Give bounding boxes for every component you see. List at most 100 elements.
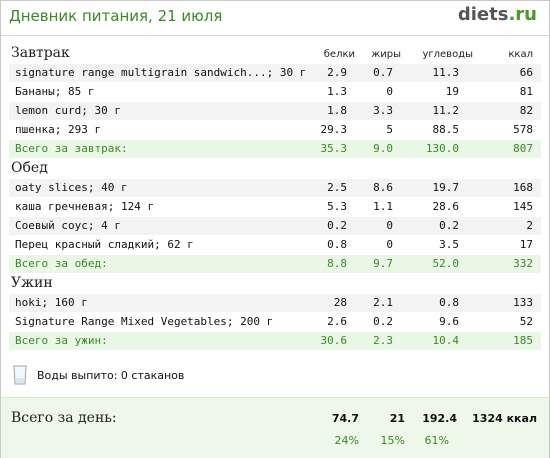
col-kcal: ккал xyxy=(508,49,533,60)
food-name: signature range multigrain sandwich...; … xyxy=(15,66,307,79)
fat-value: 3.3 xyxy=(373,104,393,117)
carbs-value: 11.2 xyxy=(432,104,460,117)
carbs-value: 0.2 xyxy=(439,219,459,232)
logo-suffix: .ru xyxy=(508,4,537,25)
protein-value: 1.8 xyxy=(327,104,347,117)
glass-icon xyxy=(13,365,27,385)
fat-value: 0 xyxy=(386,219,393,232)
kcal-total: 185 xyxy=(513,334,533,347)
water-intake: Воды выпито: 0 стаканов xyxy=(9,363,309,389)
food-name: lemon curd; 30 г xyxy=(15,104,121,117)
carbs-value: 19.7 xyxy=(432,181,460,194)
fat-value: 2.1 xyxy=(373,296,393,309)
meal-total-row: Всего за ужин: 30.6 2.3 10.4 185 xyxy=(9,331,541,350)
day-fat: 21 xyxy=(389,412,405,425)
kcal-value: 145 xyxy=(513,200,533,213)
food-row[interactable]: Соевый соус; 4 г 0.2 0 0.2 2 xyxy=(9,216,541,235)
meal-total-row: Всего за завтрак: 35.3 9.0 130.0 807 xyxy=(9,139,541,158)
food-row[interactable]: oaty slices; 40 г 2.5 8.6 19.7 168 xyxy=(9,178,541,197)
fat-total: 2.3 xyxy=(373,334,393,347)
meal-rows: hoki; 160 г 28 2.1 0.8 133 Signature Range M… xyxy=(9,293,541,350)
day-carbs-pct: 61% xyxy=(424,434,449,447)
carbs-total: 130.0 xyxy=(425,142,459,155)
meal-title: Завтрак xyxy=(11,45,70,61)
carbs-value: 9.6 xyxy=(439,315,459,328)
fat-value: 0.7 xyxy=(373,66,393,79)
fat-total: 9.0 xyxy=(373,142,393,155)
water-text: Воды выпито: 0 стаканов xyxy=(37,369,185,382)
protein-value: 1.3 xyxy=(327,85,347,98)
food-name: hoki; 160 г xyxy=(15,296,88,309)
day-fat-pct: 15% xyxy=(380,434,405,447)
header: Дневник питания, 21 июля diets.ru xyxy=(1,1,549,35)
logo-text: diets xyxy=(457,4,509,25)
protein-value: 2.6 xyxy=(327,315,347,328)
food-row[interactable]: hoki; 160 г 28 2.1 0.8 133 xyxy=(9,293,541,312)
food-name: oaty slices; 40 г xyxy=(15,181,128,194)
meal-title: Обед xyxy=(11,160,48,176)
fat-value: 0 xyxy=(386,238,393,251)
protein-total: 30.6 xyxy=(320,334,348,347)
day-carbs: 192.4 xyxy=(422,412,457,425)
total-label: Всего за ужин: xyxy=(15,334,108,347)
kcal-total: 332 xyxy=(513,257,533,270)
day-protein: 74.7 xyxy=(331,412,359,425)
protein-value: 0.2 xyxy=(327,219,347,232)
day-kcal: 1324 ккал xyxy=(472,412,537,425)
protein-value: 29.3 xyxy=(320,123,348,136)
day-total: Всего за день: 74.7 21 192.4 1324 ккал 2… xyxy=(1,397,549,458)
fat-total: 9.7 xyxy=(373,257,393,270)
carbs-value: 3.5 xyxy=(439,238,459,251)
meal-rows: oaty slices; 40 г 2.5 8.6 19.7 168 каша греч… xyxy=(9,178,541,273)
carbs-value: 0.8 xyxy=(439,296,459,309)
carbs-total: 52.0 xyxy=(432,257,460,270)
protein-value: 28 xyxy=(333,296,347,309)
meal-header: Завтрак белки жиры углеводы ккал xyxy=(9,43,541,63)
total-label: Всего за завтрак: xyxy=(15,142,128,155)
carbs-value: 19 xyxy=(445,85,459,98)
page-title: Дневник питания, 21 июля xyxy=(9,7,223,25)
food-row[interactable]: lemon curd; 30 г 1.8 3.3 11.2 82 xyxy=(9,101,541,120)
kcal-value: 66 xyxy=(519,66,533,79)
kcal-value: 133 xyxy=(513,296,533,309)
total-label: Всего за обед: xyxy=(15,257,108,270)
meal-header: Ужин xyxy=(9,273,541,293)
kcal-value: 81 xyxy=(519,85,533,98)
food-name: Бананы; 85 г xyxy=(15,85,95,98)
meal-total-row: Всего за обед: 8.8 9.7 52.0 332 xyxy=(9,254,541,273)
kcal-value: 17 xyxy=(519,238,533,251)
kcal-value: 168 xyxy=(513,181,533,194)
protein-value: 2.9 xyxy=(327,66,347,79)
col-fat: жиры xyxy=(371,49,401,60)
meal-header: Обед xyxy=(9,158,541,178)
kcal-total: 807 xyxy=(513,142,533,155)
fat-value: 1.1 xyxy=(373,200,393,213)
carbs-value: 88.5 xyxy=(432,123,460,136)
fat-value: 0 xyxy=(386,85,393,98)
carbs-total: 10.4 xyxy=(432,334,460,347)
food-row[interactable]: Signature Range Mixed Vegetables; 200 г 2… xyxy=(9,312,541,331)
diets-logo[interactable]: diets.ru xyxy=(458,4,537,25)
food-name: Signature Range Mixed Vegetables; 200 г xyxy=(15,315,274,328)
food-row[interactable]: каша гречневая; 124 г 5.3 1.1 28.6 145 xyxy=(9,197,541,216)
meal-breakfast: Завтрак белки жиры углеводы ккал signatu… xyxy=(9,43,541,158)
food-name: пшенка; 293 г xyxy=(15,123,102,136)
protein-total: 8.8 xyxy=(327,257,347,270)
fat-value: 8.6 xyxy=(373,181,393,194)
kcal-value: 578 xyxy=(513,123,533,136)
food-row[interactable]: пшенка; 293 г 29.3 5 88.5 578 xyxy=(9,120,541,139)
meal-dinner: Ужин hoki; 160 г 28 2.1 0.8 133 Signature Ra… xyxy=(9,273,541,350)
kcal-value: 2 xyxy=(526,219,533,232)
kcal-value: 52 xyxy=(519,315,533,328)
food-row[interactable]: Перец красный сладкий; 62 г 0.8 0 3.5 17 xyxy=(9,235,541,254)
meal-title: Ужин xyxy=(11,275,53,291)
food-row[interactable]: signature range multigrain sandwich...; … xyxy=(9,63,541,82)
col-protein: белки xyxy=(323,49,355,60)
protein-value: 2.5 xyxy=(327,181,347,194)
carbs-value: 11.3 xyxy=(432,66,460,79)
food-row[interactable]: Бананы; 85 г 1.3 0 19 81 xyxy=(9,82,541,101)
protein-value: 0.8 xyxy=(327,238,347,251)
col-carbs: углеводы xyxy=(422,49,473,60)
day-total-label: Всего за день: xyxy=(11,410,117,426)
